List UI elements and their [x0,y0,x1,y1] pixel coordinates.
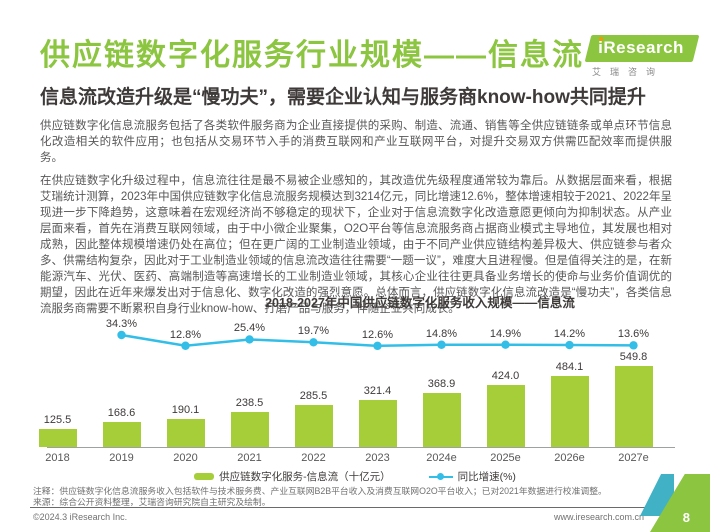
x-axis-tick-label: 2024e [426,452,457,464]
line-data-point [117,330,126,340]
x-axis-tick-label: 2018 [45,452,70,464]
x-axis-tick-label: 2019 [109,452,134,464]
logo-banner: i Research [584,35,700,62]
growth-rate-label: 14.2% [553,328,586,341]
line-data-point [565,340,574,350]
x-axis-tick-label: 2021 [237,452,262,464]
logo-letter-i: i [598,38,604,57]
bar-value-label: 238.5 [235,396,264,409]
body-paragraph-1: 供应链数字化信息流服务包括了各类软件服务商为企业直接提供的采购、制造、流通、销售… [40,120,672,164]
x-axis-tick-label: 2025e [490,452,521,464]
logo-text: Research [603,38,684,57]
bar-2023 [358,399,397,447]
growth-line-chart [117,330,638,351]
iresearch-logo: i Research 艾瑞咨询 [580,35,700,78]
line-data-point [501,340,510,349]
footnotes: 注释：供应链数字化信息流服务收入包括软件与技术服务费、产业互联网B2B平台收入及… [33,486,673,507]
logo-orange-dot-icon [598,36,603,41]
growth-rate-label: 14.8% [425,327,458,340]
footnote-source: 来源：综合公开资料整理，艾瑞咨询研究院自主研究及绘制。 [33,496,271,507]
bar-value-label: 321.4 [363,384,392,397]
growth-rate-label: 34.3% [105,318,138,330]
body-text: 供应链数字化信息流服务包括了各类软件服务商为企业直接提供的采购、制造、流通、销售… [40,118,672,317]
line-data-point [437,340,446,349]
legend-item-line: 同比增速(%) [428,469,516,484]
line-data-point [373,341,382,351]
bar-value-label: 549.8 [619,351,648,364]
copyright-text: ©2024.3 iResearch Inc. [33,512,128,522]
body-paragraph-2: 在供应链数字化升级过程中，信息流往往是最不易被企业感知的，其改造优先级程度通常较… [40,175,672,315]
bar-2025e [486,384,525,447]
legend-label-bars: 供应链数字化服务-信息流（十亿元） [219,471,391,483]
bar-value-label: 190.1 [171,404,200,417]
bar-2027e [614,366,653,447]
line-data-point [309,338,318,347]
bar-2019 [102,422,141,447]
growth-rate-label: 12.6% [361,328,394,341]
x-axis-tick-label: 2022 [301,452,326,464]
line-swatch-icon [428,473,453,480]
bar-value-label: 125.5 [43,413,72,426]
footnote-note: 注释：供应链数字化信息流服务收入包括软件与技术服务费、产业互联网B2B平台收入及… [33,486,607,496]
chart-legend: 供应链数字化服务-信息流（十亿元） 同比增速(%) [0,469,710,484]
bar-2020 [166,419,205,447]
chart-title: 2018-2027年中国供应链数字化服务收入规模——信息流 [265,296,575,310]
bar-value-label: 168.6 [107,407,136,420]
page-title: 供应链数字化服务行业规模——信息流 [40,39,584,72]
growth-rate-label: 14.9% [489,327,522,340]
growth-rate-label: 25.4% [233,322,266,335]
chart-x-axis-line [47,447,675,448]
bar-2022 [294,405,333,447]
bar-2021 [230,411,269,447]
bar-2026e [550,375,589,447]
growth-rate-label: 13.6% [617,328,650,341]
bar-value-label: 424.0 [491,369,520,382]
line-data-point [181,341,190,350]
x-axis-tick-label: 2026e [554,452,585,464]
legend-item-bars: 供应链数字化服务-信息流（十亿元） [194,469,391,484]
x-axis-tick-label: 2027e [618,452,649,464]
growth-rate-label: 19.7% [297,325,330,338]
bar-swatch-icon [194,473,215,480]
website-link[interactable]: www.iresearch.com.cn [553,512,644,522]
x-axis-tick-label: 2023 [365,452,390,464]
line-data-point [245,335,254,344]
chart-plot: 125.5 2018 168.6 2019 190.1 2020 238.5 2021 285.… [25,310,685,470]
bar-value-label: 368.9 [427,377,456,390]
line-data-point [629,341,638,350]
footer-divider [30,507,645,508]
bar-value-label: 285.5 [299,390,328,403]
bar-value-label: 484.1 [555,360,584,373]
legend-label-line: 同比增速(%) [457,471,516,483]
page-number: 8 [682,510,690,525]
growth-rate-label: 12.8% [169,328,202,341]
bar-2018 [38,428,77,447]
bar-2024e [422,392,461,447]
x-axis-tick-label: 2020 [173,452,198,464]
logo-chinese-name: 艾瑞咨询 [592,67,665,77]
page-subtitle: 信息流改造升级是“慢功夫”，需要企业认知与服务商know-how共同提升 [40,87,646,108]
